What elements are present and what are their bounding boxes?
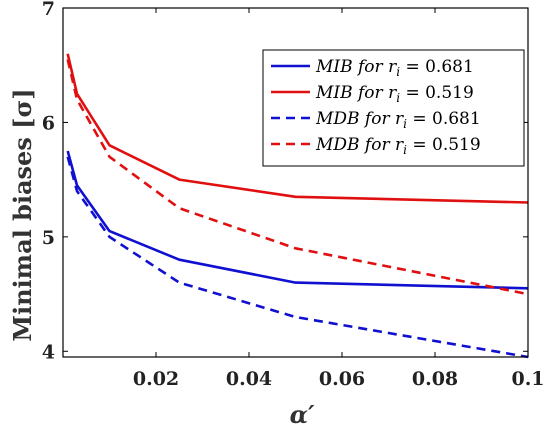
axis-ticks: 0.02 0.04 0.06 0.08 0.1 4 5 6 7 [42, 0, 545, 390]
x-tick-label: 0.08 [412, 368, 458, 390]
x-tick-label: 0.06 [319, 368, 365, 390]
x-tick-label: 0.04 [226, 368, 272, 390]
x-axis-label: α′ [290, 400, 315, 429]
y-tick-label: 5 [42, 227, 55, 249]
legend-label: MDB for ri = 0.681 [315, 109, 481, 131]
series-line-2 [66, 53, 529, 204]
y-tick-label: 6 [42, 112, 55, 134]
y-tick-label: 7 [42, 0, 55, 20]
x-tick-label: 0.1 [511, 368, 544, 390]
series-line-3 [66, 156, 529, 359]
legend-box [262, 49, 525, 167]
legend: MIB for ri = 0.681 MIB for ri = 0.519 MDB … [262, 49, 525, 167]
plot-frame [62, 7, 529, 358]
series-line-4 [66, 59, 529, 296]
plot-area [66, 53, 529, 359]
legend-label: MIB for ri = 0.519 [315, 83, 474, 105]
series-line-1 [66, 150, 529, 290]
legend-label: MDB for ri = 0.519 [315, 135, 481, 157]
y-axis-label: Minimal biases [σ] [8, 88, 37, 341]
y-tick-label: 4 [42, 341, 55, 363]
x-tick-label: 0.02 [133, 368, 179, 390]
legend-label: MIB for ri = 0.681 [315, 57, 474, 79]
